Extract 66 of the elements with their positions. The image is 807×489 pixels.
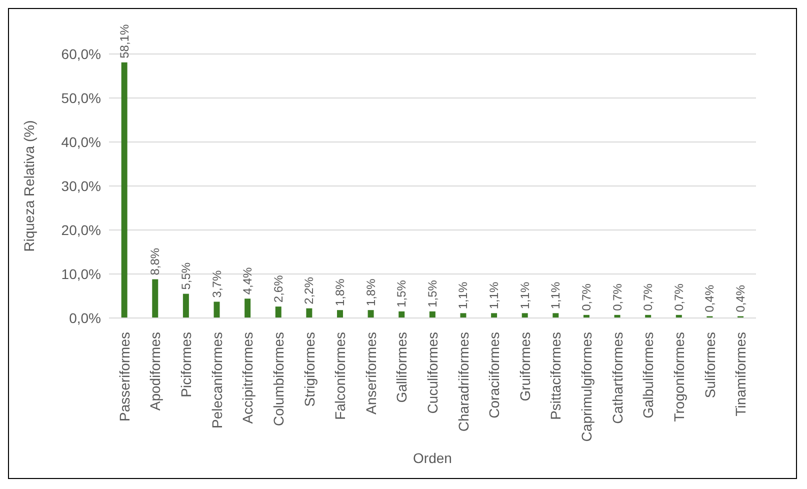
y-tick-label: 40,0% (61, 134, 101, 150)
bar (306, 308, 312, 318)
data-label: 5,5% (178, 262, 193, 290)
y-tick-label: 30,0% (61, 178, 101, 194)
x-tick-label: Columbiformes (270, 332, 286, 426)
x-tick-label: Cuculiformes (424, 332, 440, 414)
data-label: 1,1% (548, 281, 563, 310)
x-tick-label: Apodiformes (147, 332, 164, 411)
data-label: 8,8% (148, 248, 162, 276)
x-tick-label: Caprimulgiformes (578, 332, 595, 442)
data-label: 0,7% (672, 283, 686, 311)
bar (336, 310, 343, 318)
x-tick-label: Coraciiformes (486, 332, 502, 418)
bar (491, 313, 498, 318)
bar (121, 62, 128, 318)
bar (214, 302, 220, 318)
data-label: 1,1% (518, 281, 532, 310)
data-label: 1,8% (332, 278, 347, 306)
data-label: 1,5% (394, 280, 409, 308)
bar (368, 310, 374, 318)
x-tick-label: Charadriiformes (455, 332, 472, 432)
x-tick-label: Strigiformes (301, 332, 318, 407)
data-label: 2,2% (302, 276, 316, 304)
x-tick-label: Anseriformes (362, 332, 379, 414)
y-tick-label: 50,0% (61, 90, 101, 106)
data-label: 2,6% (271, 274, 286, 303)
data-label: 4,4% (240, 266, 255, 295)
x-tick-label: Pelecaniformes (208, 332, 225, 428)
y-axis-title: Riqueza Relativa (%) (20, 120, 37, 252)
bar (275, 306, 282, 318)
data-label: 0,7% (579, 283, 594, 311)
x-axis-title: Orden (413, 450, 452, 466)
x-tick-label: Accipitriformes (240, 332, 256, 424)
x-tick-label: Psittaciformes (548, 332, 564, 420)
y-tick-label: 0,0% (69, 310, 101, 326)
data-label: 1,1% (487, 281, 502, 310)
x-tick-label: Gruiformes (516, 332, 533, 402)
data-label: 1,8% (364, 278, 378, 306)
data-label: 0,4% (734, 284, 748, 312)
bar (398, 311, 405, 318)
x-tick-label: Cathartiformes (609, 332, 626, 424)
bar (460, 313, 466, 318)
data-label: 1,5% (425, 280, 440, 308)
x-tick-label: Galliformes (394, 332, 410, 403)
data-label: 3,7% (210, 270, 224, 298)
bar (244, 298, 251, 318)
x-tick-label: Suliformes (702, 332, 718, 398)
data-label: 58,1% (117, 24, 132, 58)
bar (522, 313, 528, 318)
data-label: 1,1% (456, 281, 470, 310)
bar (152, 279, 158, 318)
y-tick-label: 10,0% (61, 266, 101, 282)
y-tick-label: 60,0% (61, 46, 101, 62)
x-tick-label: Trogoniformes (670, 332, 687, 422)
bar (552, 313, 559, 318)
x-tick-label: Tinamiformes (732, 332, 749, 416)
bar (182, 294, 189, 318)
x-tick-label: Passeriformes (116, 332, 132, 422)
data-label: 0,7% (610, 283, 624, 311)
data-label: 0,4% (702, 284, 717, 312)
bar (429, 311, 436, 318)
x-tick-label: Galbuliformes (640, 332, 656, 418)
y-tick-label: 20,0% (61, 222, 101, 238)
x-tick-label: Piciformes (178, 332, 194, 398)
x-tick-label: Falconiformes (332, 332, 348, 420)
data-label: 0,7% (641, 283, 656, 311)
